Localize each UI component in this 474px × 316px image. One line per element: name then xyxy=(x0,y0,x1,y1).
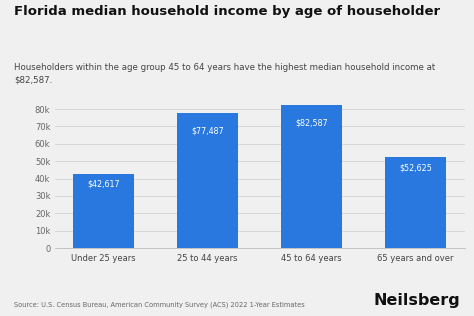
Text: Source: U.S. Census Bureau, American Community Survey (ACS) 2022 1-Year Estimate: Source: U.S. Census Bureau, American Com… xyxy=(14,301,305,308)
Text: Florida median household income by age of householder: Florida median household income by age o… xyxy=(14,5,440,18)
Text: $42,617: $42,617 xyxy=(87,179,119,188)
Text: Householders within the age group 45 to 64 years have the highest median househo: Householders within the age group 45 to … xyxy=(14,63,436,85)
Bar xyxy=(73,174,134,248)
Text: Neilsberg: Neilsberg xyxy=(373,293,460,308)
Text: $82,587: $82,587 xyxy=(295,119,328,128)
Bar xyxy=(385,157,446,248)
Text: $52,625: $52,625 xyxy=(399,164,432,173)
Text: $77,487: $77,487 xyxy=(191,126,224,135)
Bar xyxy=(177,113,237,248)
Bar xyxy=(282,105,342,248)
